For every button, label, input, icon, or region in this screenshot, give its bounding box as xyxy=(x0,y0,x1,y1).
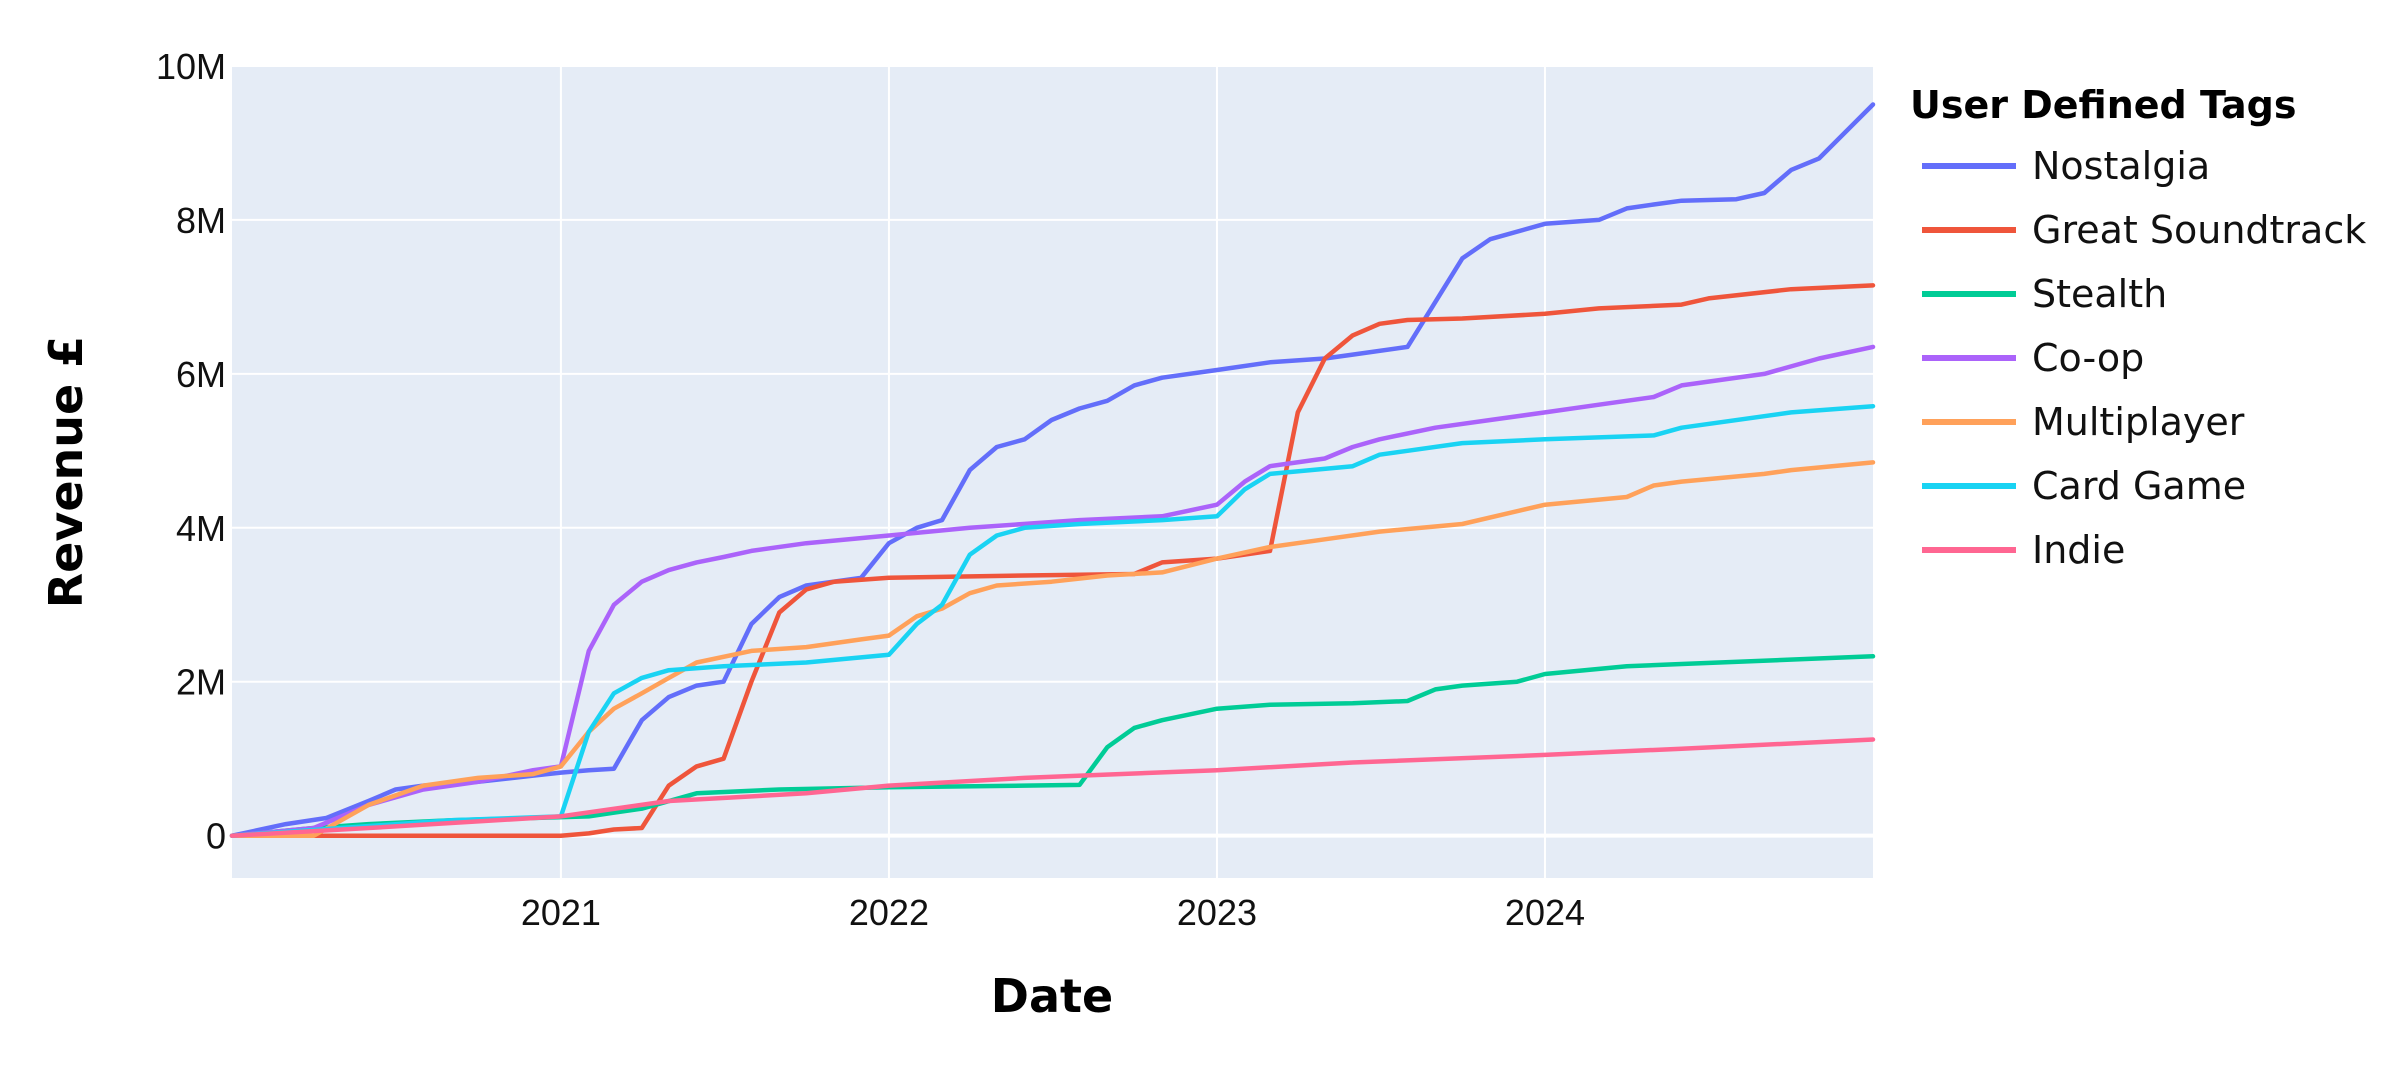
legend-item-great-soundtrack: Great Soundtrack xyxy=(1922,208,2366,252)
y-tick-label: 0 xyxy=(206,816,226,857)
legend-title: User Defined Tags xyxy=(1910,83,2296,127)
y-tick-label: 4M xyxy=(176,508,226,549)
legend-label: Indie xyxy=(2032,528,2125,572)
legend-label: Card Game xyxy=(2032,464,2246,508)
legend-label: Multiplayer xyxy=(2032,400,2245,444)
legend-item-card-game: Card Game xyxy=(1922,464,2246,508)
legend-label: Nostalgia xyxy=(2032,144,2210,188)
y-tick-label: 6M xyxy=(176,354,226,395)
x-axis-title: Date xyxy=(991,969,1113,1023)
legend-label: Stealth xyxy=(2032,272,2167,316)
x-tick-label: 2024 xyxy=(1505,892,1585,933)
gridlines xyxy=(232,65,1873,878)
series-lines xyxy=(229,102,1876,838)
y-tick-label: 10M xyxy=(156,46,226,87)
legend-item-indie: Indie xyxy=(1922,528,2125,572)
x-tick-label: 2023 xyxy=(1177,892,1257,933)
y-tick-label: 2M xyxy=(176,662,226,703)
series-line-multiplayer xyxy=(229,460,1876,838)
series-line-indie xyxy=(229,737,1876,838)
legend-label: Great Soundtrack xyxy=(2032,208,2366,252)
series-line-card-game xyxy=(229,403,1876,838)
legend-item-nostalgia: Nostalgia xyxy=(1922,144,2210,188)
legend-item-multiplayer: Multiplayer xyxy=(1922,400,2245,444)
plot-background xyxy=(232,66,1873,878)
legend-label: Co-op xyxy=(2032,336,2144,380)
y-tick-label: 8M xyxy=(176,200,226,241)
x-tick-label: 2022 xyxy=(849,892,929,933)
legend-item-stealth: Stealth xyxy=(1922,272,2167,316)
axis-ticks: 0 2M 4M 6M 8M 10M 2021 2022 2023 2024 xyxy=(156,46,1585,933)
legend: User Defined Tags Nostalgia Great Soundtr… xyxy=(1910,83,2366,572)
legend-items: Nostalgia Great Soundtrack Stealth Co-op Mul… xyxy=(1922,144,2366,572)
series-line-great-soundtrack xyxy=(229,283,1876,838)
series-line-nostalgia xyxy=(229,102,1876,838)
y-axis-title: Revenue £ xyxy=(39,336,93,609)
legend-item-co-op: Co-op xyxy=(1922,336,2144,380)
x-tick-label: 2021 xyxy=(521,892,601,933)
